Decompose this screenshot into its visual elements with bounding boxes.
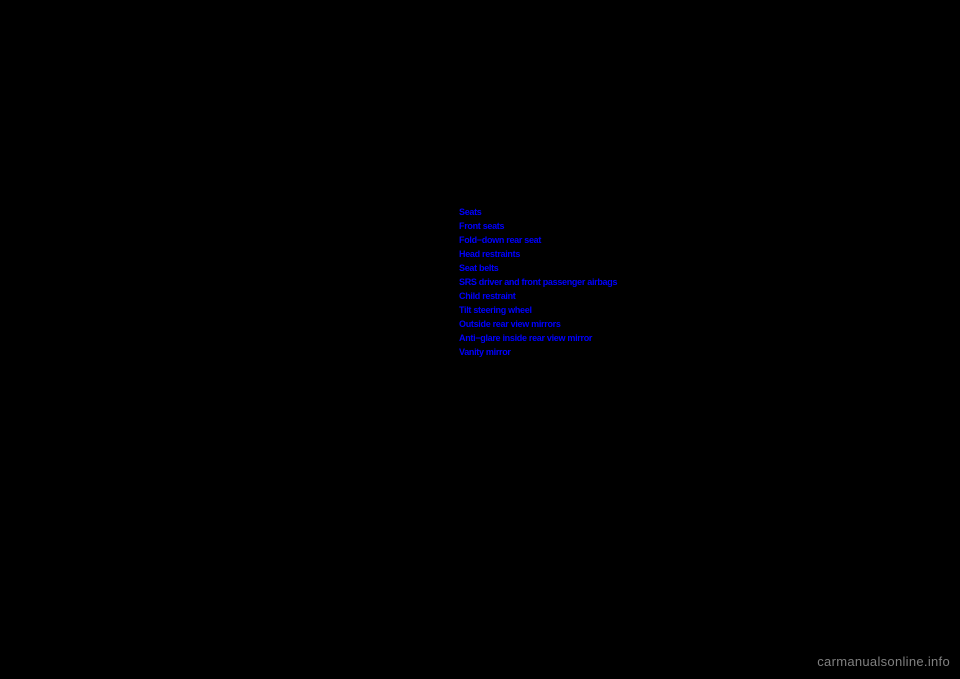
toc-link-seat-belts[interactable]: Seat belts — [459, 261, 617, 275]
toc-link-list: Seats Front seats Fold−down rear seat He… — [459, 205, 617, 359]
toc-link-vanity-mirror[interactable]: Vanity mirror — [459, 345, 617, 359]
toc-link-outside-mirrors[interactable]: Outside rear view mirrors — [459, 317, 617, 331]
toc-link-child-restraint[interactable]: Child restraint — [459, 289, 617, 303]
toc-link-seats[interactable]: Seats — [459, 205, 617, 219]
toc-link-srs-airbags[interactable]: SRS driver and front passenger airbags — [459, 275, 617, 289]
toc-link-fold-down-rear-seat[interactable]: Fold−down rear seat — [459, 233, 617, 247]
watermark-text: carmanualsonline.info — [817, 654, 950, 669]
toc-link-front-seats[interactable]: Front seats — [459, 219, 617, 233]
toc-link-tilt-steering[interactable]: Tilt steering wheel — [459, 303, 617, 317]
toc-link-head-restraints[interactable]: Head restraints — [459, 247, 617, 261]
toc-link-anti-glare-mirror[interactable]: Anti−glare inside rear view mirror — [459, 331, 617, 345]
